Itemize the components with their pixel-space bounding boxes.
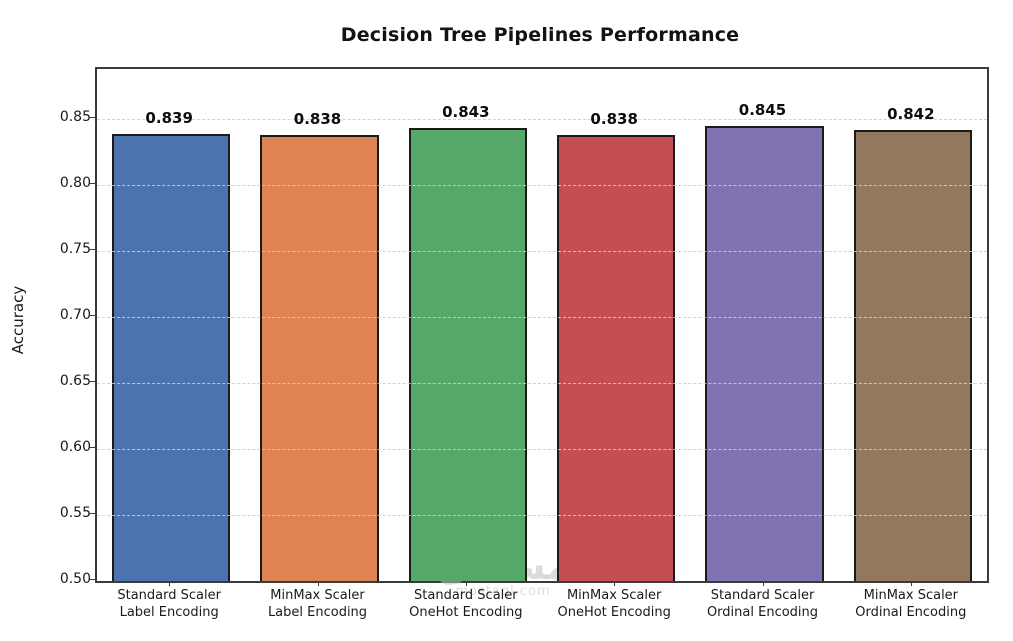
y-tick-mark [90, 249, 95, 251]
x-tick-mark [317, 581, 319, 586]
chart-title: Decision Tree Pipelines Performance [340, 24, 740, 46]
bar-1 [111, 133, 231, 581]
x-tick-mark [169, 581, 171, 586]
x-tick-mark [762, 581, 764, 586]
x-tick-mark [465, 581, 467, 586]
y-tick-mark [90, 513, 95, 515]
y-tick-label: 0.70 [59, 307, 91, 324]
bar-5 [705, 125, 824, 581]
bar-value-label: 0.845 [738, 100, 787, 119]
plot-area [95, 67, 989, 583]
bar-value-label: 0.839 [145, 108, 193, 127]
y-tick-mark [90, 117, 95, 119]
y-tick-label: 0.75 [59, 241, 91, 258]
y-tick-mark [90, 447, 95, 449]
y-tick-label: 0.85 [59, 109, 91, 126]
y-tick-label: 0.65 [59, 373, 91, 390]
bar-6 [853, 129, 973, 581]
x-tick-label: MinMax Scaler Ordinal Encoding [855, 588, 967, 620]
y-tick-label: 0.50 [59, 571, 91, 587]
bar-4 [556, 134, 676, 581]
x-tick-label: Standard Scaler OneHot Encoding [409, 588, 523, 620]
bar-2 [260, 134, 379, 581]
x-tick-mark [910, 581, 912, 586]
bar-value-label: 0.838 [293, 109, 342, 128]
x-tick-mark [614, 581, 616, 586]
y-tick-label: 0.55 [59, 505, 91, 522]
bar-value-label: 0.843 [442, 103, 490, 122]
y-tick-label: 0.60 [59, 439, 91, 456]
y-axis-label: Accuracy [9, 285, 27, 355]
bar-value-label: 0.838 [590, 109, 638, 128]
x-tick-label: Standard Scaler Label Encoding [117, 588, 221, 620]
gridline [97, 119, 987, 121]
y-tick-mark [90, 183, 95, 185]
y-tick-label: 0.80 [59, 175, 91, 192]
y-tick-mark [90, 381, 95, 383]
y-tick-mark [90, 315, 95, 317]
x-tick-label: MinMax Scaler OneHot Encoding [557, 588, 671, 620]
bar-value-label: 0.842 [887, 104, 935, 123]
x-tick-label: Standard Scaler Ordinal Encoding [706, 588, 819, 620]
y-tick-mark [90, 579, 95, 580]
x-tick-label: MinMax Scaler Label Encoding [267, 588, 368, 620]
bar-3 [408, 128, 528, 581]
